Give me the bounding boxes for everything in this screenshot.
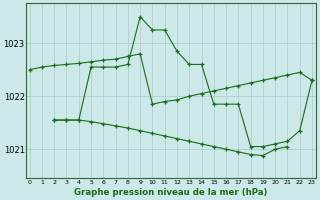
X-axis label: Graphe pression niveau de la mer (hPa): Graphe pression niveau de la mer (hPa): [74, 188, 268, 197]
